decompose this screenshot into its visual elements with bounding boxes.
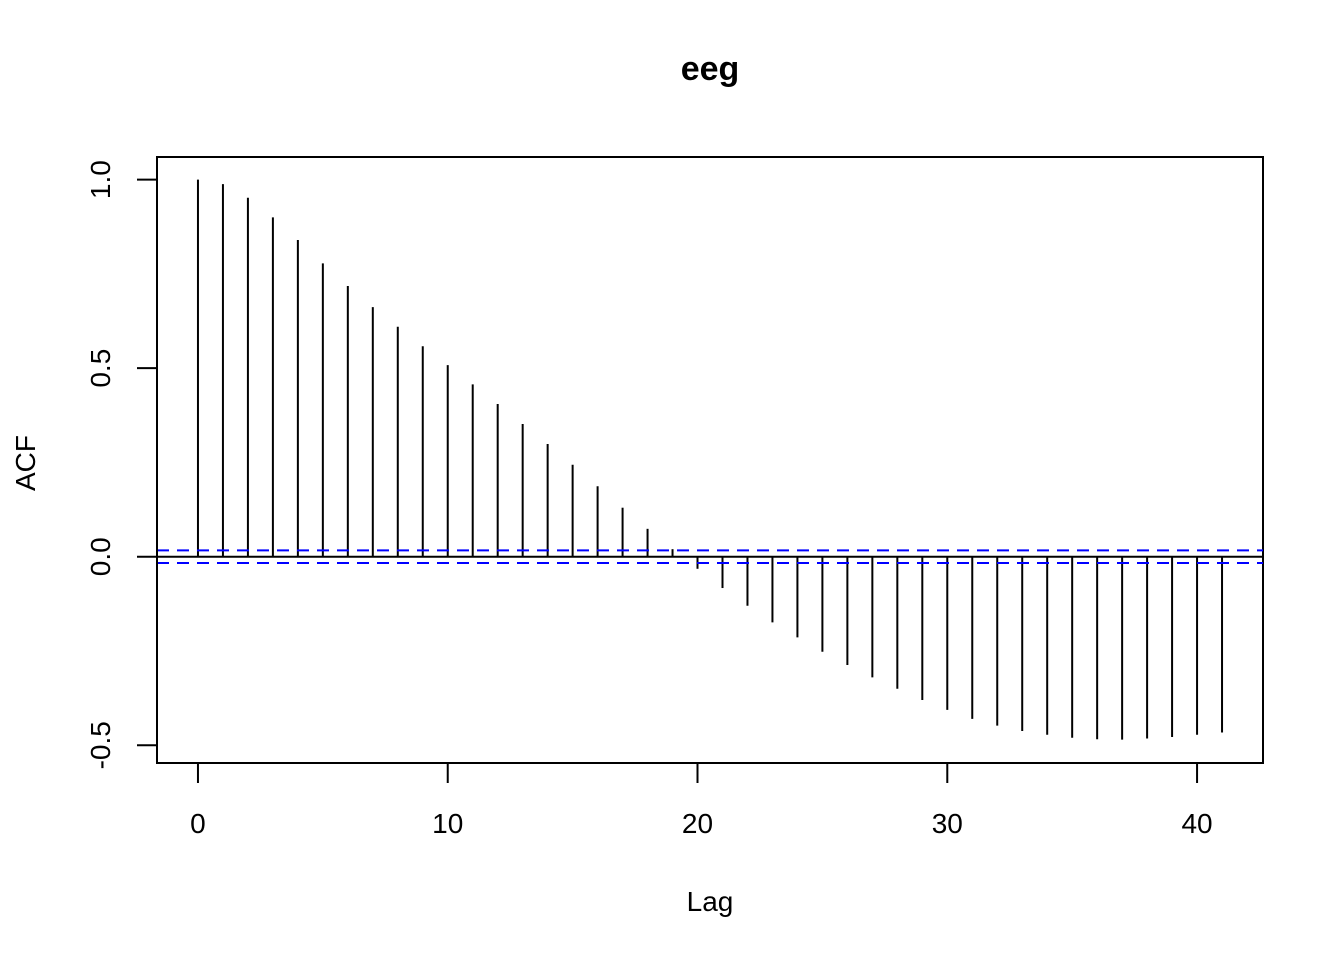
y-tick-label-0: -0.5 [85,721,116,769]
chart-title: eeg [681,50,740,88]
acf-bars [196,179,1224,740]
x-axis-label: Lag [687,886,734,917]
reference-lines [157,549,1263,565]
y-tick-label-2: 0.5 [85,349,116,388]
y-axis-label: ACF [10,435,41,491]
y-axis: -0.5 0.0 0.5 1.0 [85,160,158,769]
y-tick-label-3: 1.0 [85,160,116,199]
x-tick-label-40: 40 [1181,808,1212,839]
x-tick-label-30: 30 [932,808,963,839]
x-tick-label-10: 10 [432,808,463,839]
y-tick-label-1: 0.0 [85,537,116,576]
x-tick-label-0: 0 [190,808,206,839]
x-tick-label-20: 20 [682,808,713,839]
x-axis: 0 10 20 30 40 [190,762,1213,839]
